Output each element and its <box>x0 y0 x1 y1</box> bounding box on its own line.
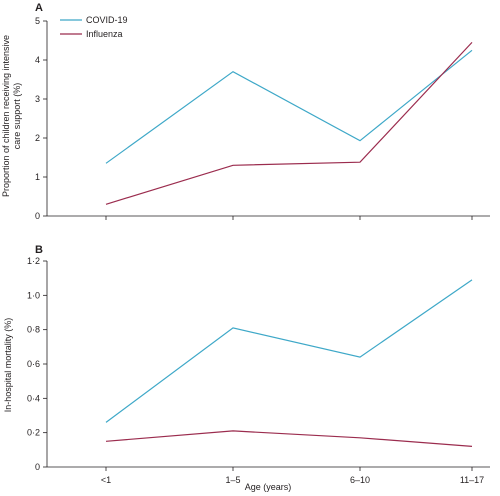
panel-a-ylabel-line2: care support (%) <box>12 83 22 150</box>
panel-b-xtick-label: <1 <box>101 475 111 485</box>
panel-a-ytick-label: 5 <box>35 16 40 26</box>
panel-b-line-covid-19 <box>105 279 473 423</box>
panel-b-xtick-label: 11–17 <box>460 475 484 485</box>
panel-b-ytick-label: 0·4 <box>27 393 40 403</box>
panel-b-ylabel: In-hospital mortality (%) <box>3 318 13 413</box>
panel-a-y-ticks: 0 1 2 3 4 5 <box>35 16 47 221</box>
panel-b-ytick-label: 1·2 <box>27 256 40 266</box>
panel-b-line-influenza <box>105 430 473 447</box>
panel-b-series <box>105 279 473 447</box>
panel-a-label: A <box>35 2 43 14</box>
panel-b-y-ticks: 0 0·2 0·4 0·6 0·8 1·0 1·2 <box>27 256 47 472</box>
panel-b-xtick-label: 6–10 <box>350 475 370 485</box>
legend-label-covid: COVID-19 <box>86 15 128 25</box>
panel-a: A Proportion of children receiving inten… <box>1 2 490 221</box>
panel-a-line-influenza <box>105 41 473 205</box>
panel-a-ytick-label: 1 <box>35 172 40 182</box>
panel-b-label: B <box>35 244 43 256</box>
panel-b-ytick-label: 0·2 <box>27 428 40 438</box>
legend: COVID-19 Influenza <box>60 15 128 39</box>
panel-a-x-ticks <box>105 216 473 220</box>
panel-a-line-covid-19 <box>105 49 473 164</box>
panel-a-ylabel-line1: Proportion of children receiving intensi… <box>1 35 11 197</box>
panel-b-ytick-label: 1·0 <box>27 290 40 300</box>
panel-a-ytick-label: 2 <box>35 133 40 143</box>
panel-b-ytick-label: 0·6 <box>27 359 40 369</box>
panel-b-x-ticks: <1 1–5 6–10 11–17 <box>101 467 484 485</box>
panel-b-ytick-label: 0 <box>35 462 40 472</box>
panel-b-xlabel: Age (years) <box>245 482 292 492</box>
panel-a-ytick-label: 3 <box>35 94 40 104</box>
panel-b-xtick-label: 1–5 <box>225 475 240 485</box>
panel-b: B In-hospital mortality (%) 0 0·2 0·4 0·6 0·… <box>3 244 490 492</box>
panel-a-ytick-label: 0 <box>35 211 40 221</box>
panel-a-series <box>105 41 473 205</box>
legend-label-influenza: Influenza <box>86 29 123 39</box>
panel-b-ytick-label: 0·8 <box>27 325 40 335</box>
panel-a-ytick-label: 4 <box>35 55 40 65</box>
